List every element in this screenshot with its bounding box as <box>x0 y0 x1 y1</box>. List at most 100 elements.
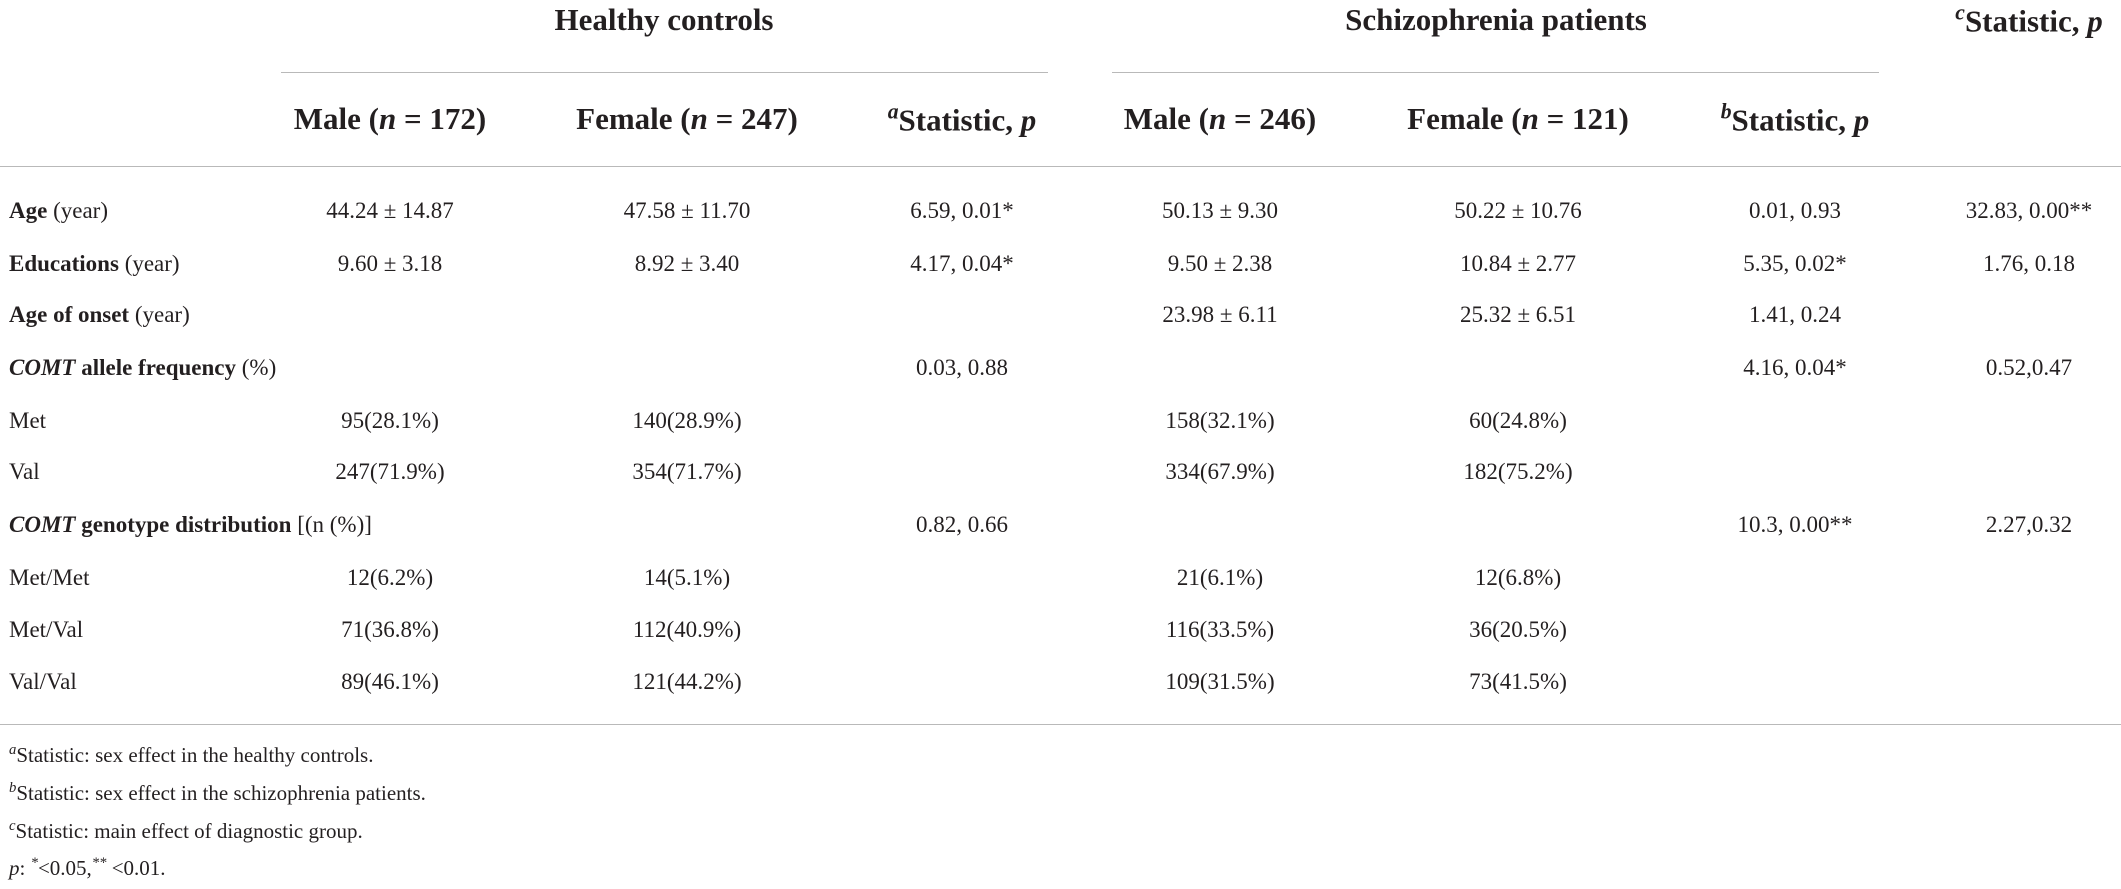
text-segment: c <box>9 817 16 834</box>
text-segment: [(n (%)] <box>291 512 372 537</box>
text-segment: c <box>1955 0 1965 25</box>
footnote: bStatistic: sex effect in the schizophre… <box>9 780 426 806</box>
table-cell: 182(75.2%) <box>1463 459 1573 484</box>
text-segment: b <box>9 779 17 796</box>
text-segment: <0.01. <box>106 856 166 881</box>
table-cell: 23.98 ± 6.11 <box>1162 302 1278 327</box>
text-segment: p <box>9 856 20 881</box>
table-cell: 116(33.5%) <box>1165 617 1275 642</box>
text-segment: (year) <box>118 251 180 276</box>
text-segment: = 121) <box>1538 101 1629 136</box>
table-cell: 73(41.5%) <box>1469 669 1567 694</box>
table-cell: 50.13 ± 9.30 <box>1161 198 1279 223</box>
text-segment: = 246) <box>1226 101 1317 136</box>
text-segment: Statistic, <box>898 102 1021 138</box>
bottom-rule <box>0 724 2121 725</box>
text-segment: Age of onset <box>9 302 130 327</box>
row-label: Met <box>9 408 46 434</box>
text-segment: Healthy controls <box>554 2 774 37</box>
footnote: cStatistic: main effect of diagnostic gr… <box>9 818 363 844</box>
table-cell: 121(44.2%) <box>632 669 742 694</box>
text-segment: Age <box>9 198 48 223</box>
text-segment: ** <box>91 854 107 871</box>
text-segment: Val <box>9 459 40 484</box>
row-label: Val/Val <box>9 669 77 695</box>
table-cell: 1.76, 0.18 <box>1983 251 2075 276</box>
table-cell: 0.03, 0.88 <box>916 355 1008 380</box>
text-segment: Met/Val <box>9 617 84 642</box>
row-label: COMT genotype distribution [(n (%)] <box>9 512 372 538</box>
text-segment: a <box>887 99 899 124</box>
row-label: Met/Val <box>9 617 83 643</box>
table-cell: 71(36.8%) <box>341 617 439 642</box>
header-rule <box>0 166 2121 167</box>
table-cell: 5.35, 0.02* <box>1743 251 1847 276</box>
text-segment: Statistic: sex effect in the healthy con… <box>16 743 374 768</box>
text-segment: (year) <box>129 302 190 327</box>
text-segment: Val/Val <box>9 669 77 694</box>
table-cell: 50.22 ± 10.76 <box>1454 198 1582 223</box>
column-header: Male (n = 172) <box>294 101 486 137</box>
text-segment: Educations <box>9 251 119 276</box>
table-cell: 247(71.9%) <box>335 459 445 484</box>
text-segment: n <box>1521 101 1539 136</box>
text-segment: <0.05, <box>37 856 92 881</box>
text-segment: n <box>690 101 708 136</box>
text-segment: genotype distribution <box>75 512 292 537</box>
column-header: Male (n = 246) <box>1124 101 1316 137</box>
group-rule <box>281 72 1048 73</box>
text-segment: (%) <box>236 355 277 380</box>
table-cell: 140(28.9%) <box>632 408 742 433</box>
text-segment: Met/Met <box>9 565 90 590</box>
table-cell: 1.41, 0.24 <box>1749 302 1841 327</box>
group-rule <box>1112 72 1879 73</box>
table-cell: 14(5.1%) <box>643 565 731 590</box>
text-segment: Statistic, <box>1964 3 2088 39</box>
text-segment: a <box>9 741 17 758</box>
table-cell: 0.52,0.47 <box>1985 355 2073 380</box>
text-segment: p <box>1853 102 1870 138</box>
table-cell: 2.27,0.32 <box>1985 512 2073 537</box>
text-segment: Female ( <box>1407 101 1522 136</box>
row-label: Age (year) <box>9 198 108 224</box>
group-header: cStatistic, p <box>1955 1 2102 40</box>
row-label: COMT allele frequency (%) <box>9 355 276 381</box>
table-cell: 89(46.1%) <box>341 669 439 694</box>
table-cell: 354(71.7%) <box>632 459 742 484</box>
column-header: bStatistic, p <box>1721 100 1870 139</box>
text-segment: n <box>378 101 397 136</box>
row-label: Met/Met <box>9 565 90 591</box>
text-segment: Met <box>9 408 47 433</box>
table-cell: 0.82, 0.66 <box>916 512 1008 537</box>
table-cell: 36(20.5%) <box>1469 617 1567 642</box>
text-segment: Statistic: main effect of diagnostic gro… <box>15 819 363 844</box>
text-segment: COMT <box>9 512 76 537</box>
text-segment: Statistic: sex effect in the schizophren… <box>16 781 426 806</box>
group-header: Schizophrenia patients <box>1345 2 1647 38</box>
table-cell: 9.60 ± 3.18 <box>337 251 443 276</box>
text-segment: p <box>2087 3 2103 39</box>
table-cell: 158(32.1%) <box>1165 408 1275 433</box>
table-cell: 32.83, 0.00** <box>1965 198 2093 223</box>
table-cell: 8.92 ± 3.40 <box>634 251 740 276</box>
table-cell: 4.16, 0.04* <box>1743 355 1847 380</box>
text-segment: n <box>1208 101 1227 136</box>
column-header: Female (n = 247) <box>576 101 798 137</box>
table-cell: 109(31.5%) <box>1165 669 1275 694</box>
table-cell: 112(40.9%) <box>632 617 742 642</box>
column-header: Female (n = 121) <box>1407 101 1629 137</box>
text-segment: = 247) <box>707 101 798 136</box>
row-label: Age of onset (year) <box>9 302 190 328</box>
table-cell: 25.32 ± 6.51 <box>1459 302 1577 327</box>
text-segment: b <box>1720 99 1732 124</box>
text-segment: Male ( <box>1123 101 1209 136</box>
column-header: aStatistic, p <box>888 100 1037 139</box>
group-header: Healthy controls <box>555 2 774 38</box>
table-cell: 10.84 ± 2.77 <box>1459 251 1577 276</box>
table-cell: 9.50 ± 2.38 <box>1167 251 1273 276</box>
table-cell: 12(6.8%) <box>1474 565 1562 590</box>
table-cell: 21(6.1%) <box>1176 565 1264 590</box>
row-label: Educations (year) <box>9 251 180 277</box>
table-cell: 12(6.2%) <box>346 565 434 590</box>
